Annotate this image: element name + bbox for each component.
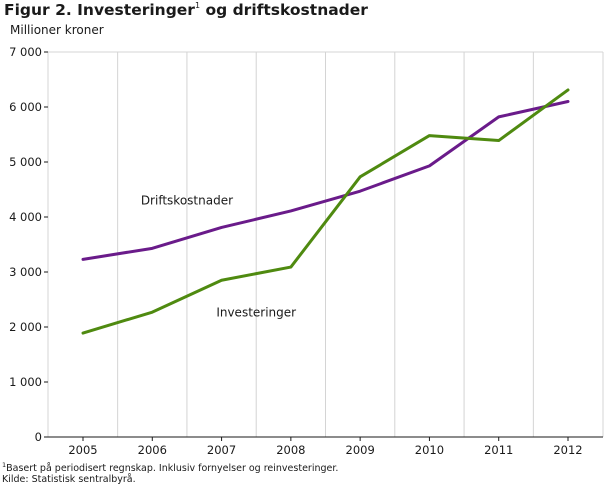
footnote-text: Basert på periodisert regnskap. Inklusiv…	[6, 463, 339, 474]
y-tick-label: 5 000	[9, 155, 42, 169]
x-tick-label: 2007	[207, 443, 236, 457]
series-line-investeringer	[81, 88, 570, 335]
series-label-investeringer: Investeringer	[216, 305, 296, 319]
y-tick-label: 2 000	[9, 320, 42, 334]
chart-title-text: Figur 2. Investeringer	[4, 1, 195, 19]
y-tick-label: 4 000	[9, 210, 42, 224]
source-note: Kilde: Statistisk sentralbyrå.	[2, 474, 136, 485]
footnote-mark: 1	[2, 461, 7, 469]
x-tick-label: 2010	[415, 443, 444, 457]
footnote: 1Basert på periodisert regnskap. Inklusi…	[2, 461, 338, 474]
x-tick-label: 2012	[553, 443, 582, 457]
chart-title: Figur 2. Investeringer1 og driftskostnad…	[4, 1, 368, 19]
x-tick-label: 2008	[276, 443, 305, 457]
series-line-driftskostnader	[81, 100, 570, 261]
y-axis-unit-label: Millioner kroner	[10, 23, 104, 37]
y-tick-label: 1 000	[9, 375, 42, 389]
y-tick-label: 3 000	[9, 265, 42, 279]
x-tick-label: 2011	[484, 443, 513, 457]
chart-title-text-suffix: og driftskostnader	[200, 1, 368, 19]
x-tick-label: 2005	[68, 443, 97, 457]
y-tick-label: 0	[35, 430, 42, 444]
x-tick-label: 2009	[346, 443, 375, 457]
line-chart: 0 1 000 2 000 3 000 4 000 5 000 6 000 7 000 2005…	[9, 45, 604, 457]
series-label-driftskostnader: Driftskostnader	[141, 193, 233, 207]
chart-title-footnote-mark: 1	[194, 1, 201, 10]
y-tick-label: 6 000	[9, 100, 42, 114]
y-tick-label: 7 000	[9, 45, 42, 59]
x-tick-label: 2006	[138, 443, 167, 457]
